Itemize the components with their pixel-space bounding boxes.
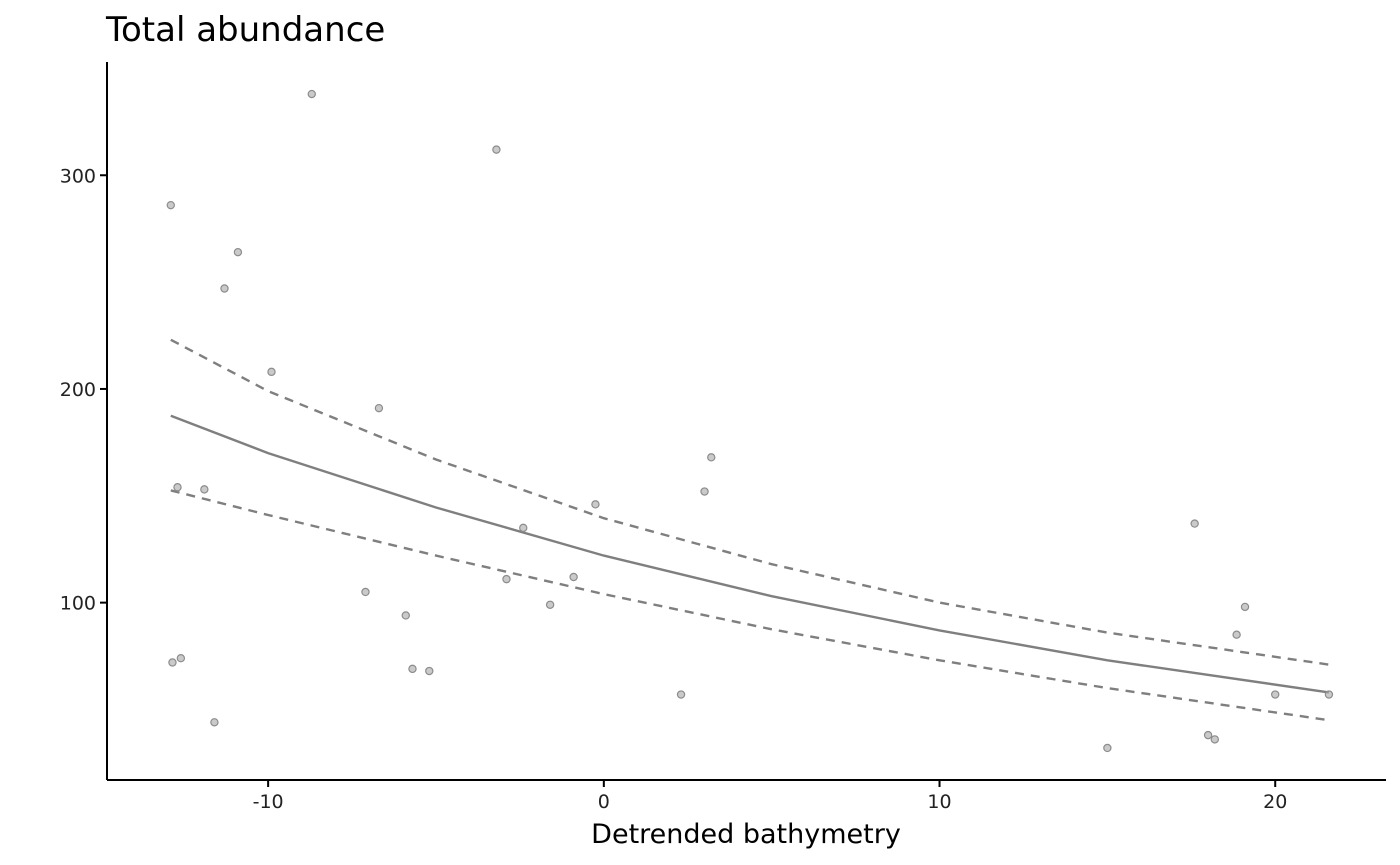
data-point — [233, 247, 243, 257]
data-point — [168, 658, 177, 667]
data-point — [425, 666, 434, 676]
x-tick-label: 20 — [1263, 791, 1287, 813]
data-point — [1324, 690, 1334, 699]
data-point — [220, 284, 229, 293]
x-tick-label: 10 — [927, 791, 951, 813]
data-point — [591, 500, 600, 509]
data-point — [307, 89, 316, 99]
data-point — [1240, 602, 1250, 612]
data-point — [166, 200, 175, 210]
lower-ci-line — [170, 489, 1330, 722]
y-tick-label: 200 — [60, 379, 96, 401]
data-point — [502, 574, 511, 584]
upper-ci-line — [170, 338, 1330, 666]
data-point — [210, 718, 219, 727]
x-tick-label: 0 — [598, 791, 610, 813]
data-point — [492, 145, 501, 154]
data-point — [401, 611, 410, 620]
y-tick-label: 100 — [60, 593, 96, 615]
data-point — [700, 487, 709, 496]
y-tick-label: 300 — [60, 165, 96, 187]
data-point — [1103, 743, 1112, 753]
data-point — [545, 600, 555, 609]
data-point — [1190, 519, 1199, 528]
data-point — [707, 453, 716, 462]
data-point — [173, 483, 182, 492]
chart-title: Total abundance — [105, 10, 385, 50]
data-point — [374, 403, 384, 413]
plot-area: -10 0 10 20 100 200 300 — [60, 62, 1386, 813]
data-point — [1210, 735, 1219, 744]
x-axis-label: Detrended bathymetry — [591, 819, 901, 850]
data-point — [569, 572, 578, 582]
fit-line — [170, 414, 1330, 694]
data-point — [519, 523, 528, 533]
data-point — [1232, 630, 1241, 639]
data-point — [676, 690, 686, 699]
data-point — [267, 367, 276, 377]
data-point — [361, 587, 370, 597]
x-tick-label: -10 — [253, 791, 284, 813]
data-point — [1271, 690, 1280, 699]
data-point — [1203, 730, 1213, 740]
data-point — [176, 653, 186, 663]
data-point — [200, 485, 209, 494]
data-point — [408, 664, 417, 674]
